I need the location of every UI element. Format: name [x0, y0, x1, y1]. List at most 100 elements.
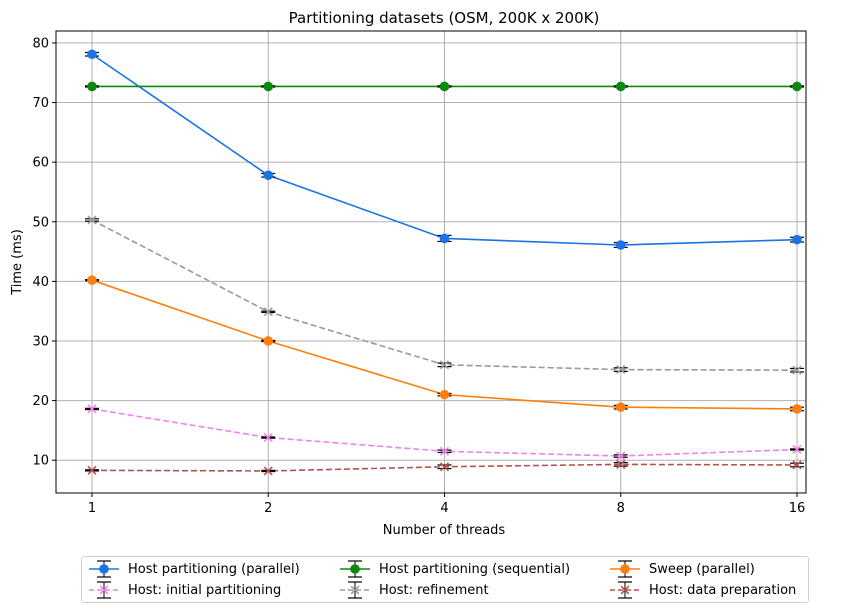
- series-layer: [85, 49, 804, 476]
- data-point: [620, 564, 630, 574]
- legend-swatch: [610, 560, 640, 578]
- data-point-stroke: [87, 404, 97, 414]
- data-point-stroke: [263, 432, 273, 443]
- legend-item-host-parallel: Host partitioning (parallel): [86, 559, 300, 579]
- data-point: [263, 170, 274, 181]
- y-tick-label: 30: [32, 334, 49, 349]
- y-tick-label: 70: [32, 96, 49, 111]
- data-point-stroke: [350, 585, 360, 595]
- data-point: [99, 564, 109, 574]
- legend-swatch: [610, 581, 640, 599]
- data-point-stroke: [616, 365, 626, 375]
- x-tick-label: 16: [789, 501, 806, 516]
- data-point-stroke: [792, 460, 802, 470]
- data-point: [792, 404, 802, 414]
- series-3: [85, 404, 804, 461]
- x-tick-label: 4: [440, 501, 448, 516]
- data-point: [439, 446, 450, 456]
- data-point-stroke: [616, 459, 626, 469]
- y-tick-label: 10: [32, 454, 49, 469]
- data-point: [99, 585, 109, 595]
- data-point-stroke: [99, 585, 109, 595]
- data-point: [87, 465, 97, 475]
- y-tick-label: 50: [32, 215, 49, 230]
- chart-title: Partitioning datasets (OSM, 200K x 200K): [289, 9, 600, 27]
- data-point: [616, 459, 626, 469]
- legend-item-initial-partitioning: Host: initial partitioning: [86, 580, 281, 600]
- series-4: [85, 215, 804, 375]
- data-point: [350, 564, 360, 574]
- data-point: [87, 215, 97, 225]
- data-point: [792, 444, 802, 455]
- data-point-stroke: [792, 365, 802, 375]
- legend-label: Host partitioning (parallel): [128, 561, 300, 577]
- data-point: [439, 81, 450, 92]
- legend-swatch: [89, 581, 119, 599]
- data-point: [263, 336, 274, 346]
- legend-label: Sweep (parallel): [649, 561, 755, 577]
- data-point: [439, 462, 450, 472]
- grid: [56, 31, 806, 493]
- legend-swatch: [89, 560, 119, 578]
- legend-item-sweep: Sweep (parallel): [607, 559, 755, 579]
- legend-label: Host partitioning (sequential): [379, 561, 571, 577]
- data-point: [615, 81, 626, 92]
- data-point: [439, 233, 450, 244]
- x-axis-label: Number of threads: [383, 523, 506, 538]
- data-point-stroke: [792, 444, 802, 455]
- data-point: [87, 275, 97, 285]
- data-point: [263, 432, 273, 443]
- data-point: [616, 365, 626, 375]
- data-point: [87, 81, 97, 92]
- y-tick-label: 20: [32, 394, 49, 409]
- data-point: [263, 81, 274, 92]
- data-point: [615, 240, 626, 250]
- x-tick-label: 1: [88, 501, 96, 516]
- x-tick-label: 8: [617, 501, 625, 516]
- data-point: [263, 307, 273, 317]
- data-point: [439, 360, 450, 370]
- data-point: [87, 49, 97, 60]
- data-point-stroke: [263, 307, 273, 317]
- legend-label: Host: refinement: [379, 582, 489, 598]
- data-point-stroke: [87, 465, 97, 475]
- data-point: [439, 389, 450, 400]
- y-tick-label: 80: [32, 36, 49, 51]
- series-2: [85, 275, 804, 414]
- data-point: [263, 466, 273, 476]
- data-point: [792, 81, 802, 92]
- series-5: [85, 459, 804, 476]
- data-point-stroke: [439, 446, 450, 456]
- legend-item-host-sequential: Host partitioning (sequential): [337, 559, 570, 579]
- x-tick-label: 2: [264, 501, 272, 516]
- data-point: [792, 365, 802, 375]
- legend-label: Host: initial partitioning: [128, 582, 282, 598]
- y-tick-label: 60: [32, 156, 49, 171]
- series-0: [85, 49, 804, 250]
- legend-label: Host: data preparation: [649, 582, 797, 598]
- plot-frame: [55, 30, 807, 494]
- legend-swatch: [340, 560, 370, 578]
- legend: Host partitioning (parallel) Host: initi…: [81, 556, 809, 603]
- data-point: [350, 585, 360, 595]
- data-point: [615, 402, 626, 412]
- data-point-stroke: [87, 215, 97, 225]
- data-point-stroke: [263, 466, 273, 476]
- data-point-stroke: [616, 451, 626, 461]
- series-1: [85, 81, 804, 92]
- legend-item-refinement: Host: refinement: [337, 580, 489, 600]
- data-point-stroke: [620, 585, 630, 595]
- legend-item-data-preparation: Host: data preparation: [607, 580, 796, 600]
- data-point-stroke: [439, 462, 450, 472]
- data-point: [792, 234, 802, 245]
- data-point-stroke: [439, 360, 450, 370]
- data-point: [87, 404, 97, 414]
- axes: 1 2 4 8 16 10 20 30 40 50 60 70 80: [32, 36, 805, 516]
- legend-swatch: [340, 581, 370, 599]
- data-point: [620, 585, 630, 595]
- data-point: [792, 460, 802, 470]
- y-axis-label: Time (ms): [10, 229, 25, 296]
- y-tick-label: 40: [32, 275, 49, 290]
- data-point: [616, 451, 626, 461]
